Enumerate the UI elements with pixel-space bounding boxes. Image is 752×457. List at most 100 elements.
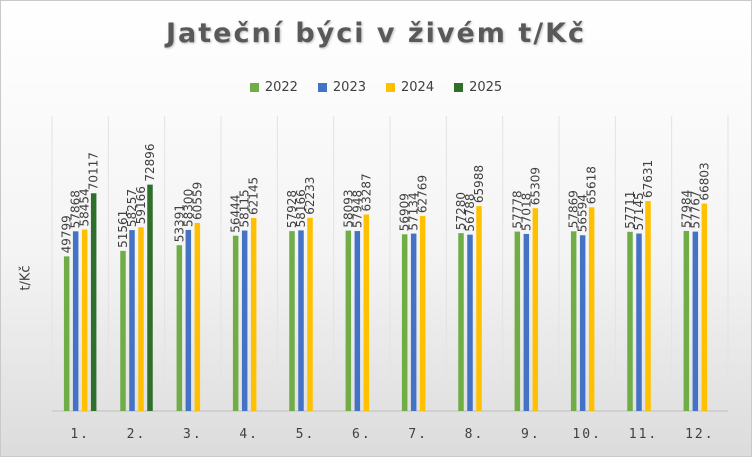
bar-2024-6 [363,214,370,411]
data-label: 56444 [229,195,243,233]
x-tick-label: 8. [465,427,485,442]
data-label: 58454 [78,188,92,226]
bar-2022-12 [683,230,690,411]
bar-2023-5 [298,230,304,411]
legend-item-2022: 2022 [249,80,298,95]
bar-2022-10 [570,231,577,411]
bar-2022-4 [232,235,239,411]
x-tick-label: 10. [572,427,601,442]
bar-2023-11 [636,233,642,411]
bar-2023-1 [72,231,79,411]
data-label: 57711 [623,191,637,229]
x-tick-label: 11. [629,427,658,442]
data-label: 62769 [416,175,430,213]
data-label: 62145 [247,177,261,215]
data-label: 57948 [350,190,364,228]
bar-2022-2 [120,250,126,411]
data-label: 56594 [576,194,590,232]
x-tick-label: 3. [183,427,203,442]
data-label: 62233 [303,177,317,215]
bar-2023-10 [579,235,586,411]
x-tick-label: 1. [70,427,90,442]
data-label: 63287 [359,173,373,211]
data-label: 59166 [134,186,148,224]
legend: 2022 2023 2024 2025 [0,80,752,95]
data-label: 67631 [641,160,655,198]
bar-2022-8 [458,233,464,411]
data-label: 51561 [116,210,130,248]
data-label: 58166 [294,189,308,227]
bar-2024-2 [138,227,144,411]
data-label: 57145 [632,192,646,230]
data-label: 56909 [398,193,412,231]
legend-label: 2025 [469,80,503,95]
bar-2022-7 [401,234,408,411]
data-label: 57928 [285,190,299,228]
bar-2024-9 [532,208,539,411]
data-label: 57280 [454,192,468,230]
data-label: 57778 [510,190,524,228]
data-label: 58300 [181,189,195,227]
bar-2022-1 [63,256,70,411]
data-label: 57869 [567,190,581,228]
bar-2024-10 [588,207,595,411]
chart-title: Jateční býci v živém t/Kč [165,18,587,49]
bar-2023-9 [523,233,530,411]
x-tick-label: 9. [521,427,541,442]
data-label: 65988 [472,165,486,203]
legend-label: 2023 [332,80,366,95]
bar-2023-6 [354,231,361,411]
data-label: 58115 [238,189,252,227]
bar-2024-7 [419,216,426,411]
data-label: 70117 [87,152,101,190]
bar-2022-9 [514,231,521,411]
x-tick-label: 2. [127,427,147,442]
data-label: 57018 [519,193,533,231]
bar-2022-11 [627,231,633,411]
x-tick-label: 6. [352,427,372,442]
data-label: 57868 [69,190,83,228]
legend-item-2025: 2025 [454,80,502,95]
data-label: 65309 [528,167,542,205]
bar-2024-5 [307,217,313,411]
legend-item-2024: 2024 [386,80,434,95]
legend-swatch [249,83,259,92]
bar-2025-2 [147,184,153,411]
data-label: 56788 [463,193,477,231]
data-label: 65618 [585,166,599,204]
data-label: 57984 [679,190,693,228]
bar-2025-1 [90,193,97,411]
data-label: 57134 [407,192,421,230]
bar-2022-5 [289,231,295,411]
bar-2023-8 [467,234,473,411]
data-label: 53391 [172,204,186,242]
data-label: 49799 [60,215,74,253]
data-label: 60559 [190,182,204,220]
bar-2024-4 [250,218,257,411]
bar-2023-12 [692,231,699,411]
bar-2023-3 [185,229,192,411]
data-label: 66803 [697,162,711,200]
data-label: 72896 [143,143,157,181]
legend-swatch [317,83,327,92]
bar-2023-4 [241,230,248,411]
bar-2022-3 [176,245,183,411]
x-tick-label: 5. [296,427,316,442]
legend-label: 2024 [401,80,435,95]
legend-swatch [386,83,395,92]
bar-2022-6 [345,230,352,411]
data-label: 57767 [688,190,702,228]
legend-swatch [454,83,464,92]
bar-2024-12 [701,203,708,411]
x-tick-label: 12. [685,427,714,442]
legend-item-2023: 2023 [317,80,366,95]
bar-2024-1 [81,229,88,411]
bar-2024-8 [476,206,482,411]
bar-2024-11 [645,200,651,411]
data-label: 58257 [125,189,139,227]
legend-label: 2022 [264,80,298,95]
x-tick-label: 7. [408,427,428,442]
bar-2023-2 [129,230,135,411]
data-label: 58093 [341,189,355,227]
